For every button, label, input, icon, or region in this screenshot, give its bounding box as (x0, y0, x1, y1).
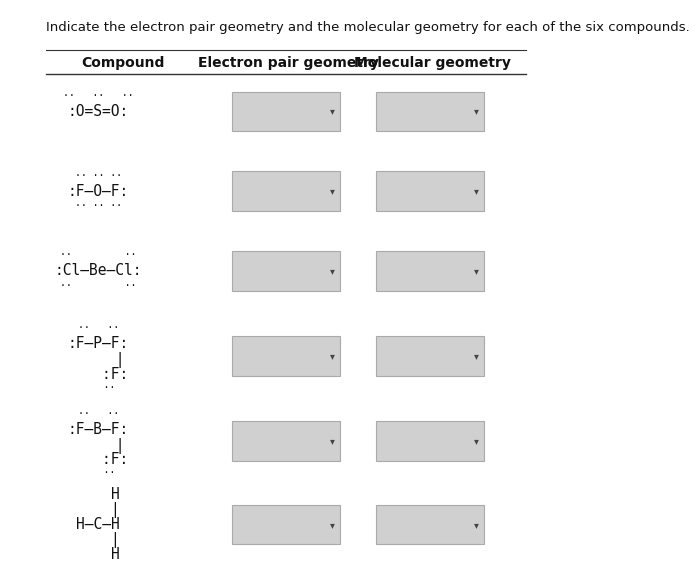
Text: ··   ··: ·· ·· (78, 324, 119, 333)
Text: ▾: ▾ (330, 520, 335, 530)
Text: ··         ··: ·· ·· (60, 251, 136, 260)
Text: ▾: ▾ (330, 106, 335, 117)
Text: ▾: ▾ (330, 351, 335, 361)
Text: ▾: ▾ (330, 186, 335, 196)
FancyBboxPatch shape (376, 505, 484, 544)
Text: ▾: ▾ (474, 351, 479, 361)
Text: ▾: ▾ (330, 436, 335, 446)
Text: Indicate the electron pair geometry and the molecular geometry for each of the s: Indicate the electron pair geometry and … (46, 21, 690, 34)
Text: ·· ·· ··: ·· ·· ·· (75, 171, 122, 181)
Text: ··   ··: ·· ·· (78, 409, 119, 419)
Text: ··: ·· (80, 383, 116, 393)
FancyBboxPatch shape (376, 92, 484, 131)
Text: ··: ·· (80, 468, 116, 478)
Text: H: H (76, 547, 120, 562)
Text: :F:: :F: (67, 452, 129, 467)
Text: Molecular geometry: Molecular geometry (354, 56, 511, 70)
Text: ▾: ▾ (474, 520, 479, 530)
Text: ▾: ▾ (474, 186, 479, 196)
FancyBboxPatch shape (376, 171, 484, 211)
Text: ▾: ▾ (474, 106, 479, 117)
Text: Electron pair geometry: Electron pair geometry (198, 56, 379, 70)
Text: ▾: ▾ (474, 266, 479, 276)
FancyBboxPatch shape (376, 251, 484, 291)
FancyBboxPatch shape (376, 421, 484, 461)
FancyBboxPatch shape (232, 505, 340, 544)
FancyBboxPatch shape (232, 421, 340, 461)
Text: Compound: Compound (81, 56, 164, 70)
FancyBboxPatch shape (232, 251, 340, 291)
FancyBboxPatch shape (232, 92, 340, 131)
FancyBboxPatch shape (232, 171, 340, 211)
Text: ▾: ▾ (474, 436, 479, 446)
Text: :Cl—Be—Cl:: :Cl—Be—Cl: (55, 263, 142, 278)
Text: ▾: ▾ (330, 266, 335, 276)
FancyBboxPatch shape (376, 336, 484, 376)
Text: :F—B—F:: :F—B—F: (67, 422, 129, 436)
Text: |: | (72, 437, 125, 454)
Text: |: | (72, 352, 125, 368)
Text: :F—O—F:: :F—O—F: (67, 184, 129, 199)
Text: :O=S=O:: :O=S=O: (67, 104, 129, 119)
Text: H—C—H: H—C—H (76, 517, 120, 532)
Text: H: H (76, 487, 120, 502)
Text: :F:: :F: (67, 367, 129, 382)
Text: ·· ·· ··: ·· ·· ·· (75, 202, 122, 212)
Text: |: | (76, 502, 120, 518)
Text: ··         ··: ·· ·· (60, 281, 136, 291)
FancyBboxPatch shape (232, 336, 340, 376)
Text: ··   ··   ··: ·· ·· ·· (63, 91, 133, 101)
Text: |: | (76, 531, 120, 548)
Text: :F—P—F:: :F—P—F: (67, 336, 129, 351)
